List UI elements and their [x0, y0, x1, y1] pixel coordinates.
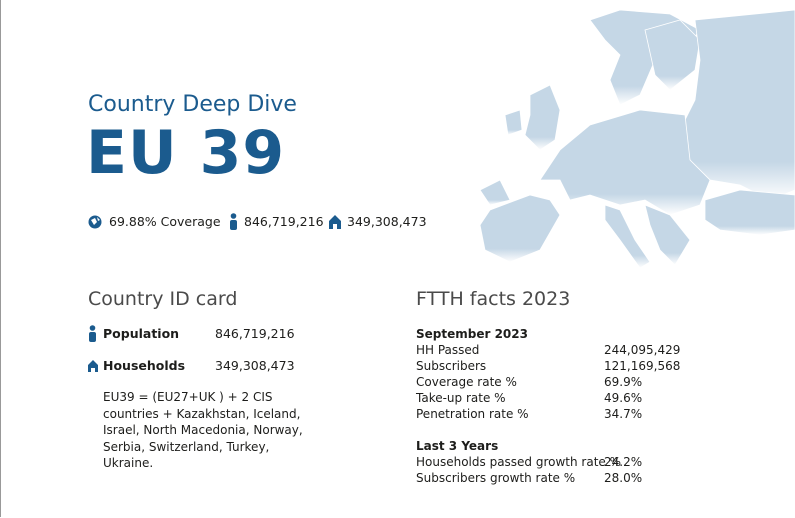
population-stat: 846,719,216: [244, 214, 324, 229]
fact-value: 69.9%: [604, 375, 643, 389]
coverage-stat: 69.88% Coverage: [109, 214, 221, 229]
europe-map: [479, 9, 795, 269]
population-icon: [89, 325, 96, 342]
fact-value: 34.7%: [604, 407, 643, 421]
id-card-heading: Country ID card: [88, 288, 238, 310]
fact-label: Households passed growth rate %: [416, 455, 622, 469]
fact-value: 121,169,568: [604, 359, 681, 373]
fact-value: 244,095,429: [604, 343, 681, 357]
title: EU 39: [86, 118, 286, 188]
fact-value: 24.2%: [604, 455, 643, 469]
households-icon: [329, 215, 341, 229]
fact-label: Coverage rate %: [416, 375, 517, 389]
row-label: Households: [103, 358, 186, 373]
row-value: 349,308,473: [215, 358, 295, 373]
population-icon: [230, 213, 237, 230]
section-title: September 2023: [416, 327, 528, 341]
fact-label: Take-up rate %: [416, 391, 506, 405]
section-title: Last 3 Years: [416, 439, 499, 453]
subtitle: Country Deep Dive: [88, 92, 297, 117]
row-label: Population: [103, 326, 180, 341]
fact-value: 49.6%: [604, 391, 643, 405]
fact-label: Subscribers growth rate %: [416, 471, 576, 485]
note: EU39 = (EU27+UK ) + 2 CIS countries + Ka…: [103, 390, 303, 470]
fact-value: 28.0%: [604, 471, 643, 485]
fact-label: Subscribers: [416, 359, 487, 373]
row-value: 846,719,216: [215, 326, 295, 341]
households-stat: 349,308,473: [347, 214, 427, 229]
fact-label: Penetration rate %: [416, 407, 529, 421]
coverage-icon: [88, 215, 102, 229]
ftth-heading: FTTH facts 2023: [416, 288, 571, 310]
households-icon: [88, 360, 98, 372]
fact-label: HH Passed: [416, 343, 480, 357]
